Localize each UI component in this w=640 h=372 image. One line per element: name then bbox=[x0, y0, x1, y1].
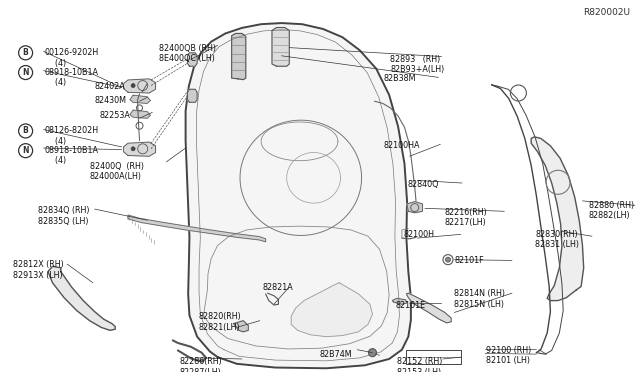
Text: 82893   (RH)
82B93+A(LH): 82893 (RH) 82B93+A(LH) bbox=[390, 55, 445, 74]
Polygon shape bbox=[291, 283, 372, 337]
Text: N: N bbox=[22, 68, 29, 77]
Text: 82880 (RH)
82882(LH): 82880 (RH) 82882(LH) bbox=[589, 201, 634, 220]
Polygon shape bbox=[124, 79, 156, 93]
Text: 82B38M: 82B38M bbox=[384, 74, 417, 83]
Text: R820002U: R820002U bbox=[584, 8, 630, 17]
Circle shape bbox=[445, 257, 451, 262]
Text: 82101F: 82101F bbox=[454, 256, 484, 265]
Circle shape bbox=[131, 147, 135, 151]
Polygon shape bbox=[407, 202, 422, 213]
Polygon shape bbox=[188, 89, 197, 102]
Text: 82100HA: 82100HA bbox=[384, 141, 420, 150]
Text: 82216(RH)
82217(LH): 82216(RH) 82217(LH) bbox=[445, 208, 488, 227]
Text: 00126-9202H
    (4): 00126-9202H (4) bbox=[45, 48, 99, 68]
Text: N: N bbox=[22, 146, 29, 155]
Text: 08126-8202H
    (4): 08126-8202H (4) bbox=[45, 126, 99, 146]
Polygon shape bbox=[124, 142, 156, 156]
Text: 82830(RH)
82831 (LH): 82830(RH) 82831 (LH) bbox=[535, 230, 579, 249]
Polygon shape bbox=[130, 110, 150, 118]
Polygon shape bbox=[531, 137, 584, 301]
Text: B: B bbox=[23, 48, 28, 57]
Text: 82402A: 82402A bbox=[95, 82, 125, 91]
Text: 08918-10B1A
    (4): 08918-10B1A (4) bbox=[45, 68, 99, 87]
Text: 82400Q  (RH)
824000A(LH): 82400Q (RH) 824000A(LH) bbox=[90, 162, 143, 181]
Polygon shape bbox=[48, 266, 115, 330]
Polygon shape bbox=[130, 95, 150, 103]
Text: 08918-10B1A
    (4): 08918-10B1A (4) bbox=[45, 146, 99, 165]
Circle shape bbox=[131, 84, 135, 87]
Text: 82101E: 82101E bbox=[396, 301, 426, 310]
Polygon shape bbox=[234, 321, 248, 332]
Polygon shape bbox=[186, 23, 411, 368]
Text: 82B74M: 82B74M bbox=[320, 350, 353, 359]
Text: 82100H: 82100H bbox=[403, 230, 434, 239]
Text: 82834Q (RH)
82835Q (LH): 82834Q (RH) 82835Q (LH) bbox=[38, 206, 90, 226]
Text: 82152 (RH)
82153 (LH): 82152 (RH) 82153 (LH) bbox=[397, 357, 442, 372]
Circle shape bbox=[369, 349, 376, 357]
Polygon shape bbox=[232, 33, 246, 80]
Text: 82821A: 82821A bbox=[262, 283, 293, 292]
Text: 82400QB (RH)
8E400QC (LH): 82400QB (RH) 8E400QC (LH) bbox=[159, 44, 216, 63]
Polygon shape bbox=[128, 215, 266, 242]
Text: 82820(RH)
82821(LH): 82820(RH) 82821(LH) bbox=[198, 312, 241, 332]
Text: 82430M: 82430M bbox=[95, 96, 127, 105]
Text: 82840Q: 82840Q bbox=[407, 180, 438, 189]
Text: 82253A: 82253A bbox=[99, 111, 130, 120]
Text: 82286(RH)
82287(LH): 82286(RH) 82287(LH) bbox=[179, 357, 222, 372]
Text: B: B bbox=[23, 126, 28, 135]
Polygon shape bbox=[406, 293, 451, 323]
Text: 82814N (RH)
82815N (LH): 82814N (RH) 82815N (LH) bbox=[454, 289, 506, 309]
Polygon shape bbox=[272, 28, 289, 66]
Text: 82812X (RH)
82913X (LH): 82812X (RH) 82913X (LH) bbox=[13, 260, 63, 280]
Polygon shape bbox=[188, 53, 197, 66]
Polygon shape bbox=[392, 298, 406, 304]
Text: 92100 (RH)
82101 (LH): 92100 (RH) 82101 (LH) bbox=[486, 346, 532, 365]
